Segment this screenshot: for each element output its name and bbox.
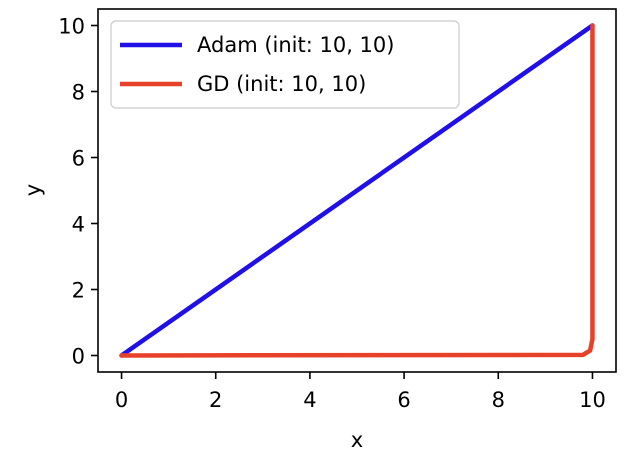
- x-tick-label: 4: [303, 388, 316, 412]
- series-lines: [119, 23, 595, 358]
- series-line-gd: [119, 23, 595, 358]
- series-line-adam: [119, 23, 595, 358]
- y-axis-ticks: 0 2 4 6 8 10: [58, 15, 98, 369]
- x-tick-label: 0: [115, 388, 128, 412]
- plot-area-frame: [97, 8, 617, 373]
- x-axis-ticks: 0 2 4 6 8 10: [115, 372, 606, 412]
- legend-label-adam: Adam (init: 10, 10): [197, 33, 394, 57]
- x-tick-label: 8: [492, 388, 505, 412]
- legend-box: [110, 20, 460, 109]
- y-tick-label: 10: [58, 15, 85, 39]
- y-tick-label: 6: [72, 147, 85, 171]
- x-tick-label: 6: [397, 388, 410, 412]
- y-tick-label: 2: [72, 279, 85, 303]
- x-tick-label: 2: [209, 388, 222, 412]
- y-tick-label: 0: [72, 345, 85, 369]
- x-tick-label: 10: [579, 388, 606, 412]
- y-tick-label: 8: [72, 81, 85, 105]
- x-axis-label: x: [351, 428, 363, 452]
- legend-label-gd: GD (init: 10, 10): [197, 72, 366, 96]
- legend: Adam (init: 10, 10) GD (init: 10, 10): [110, 20, 460, 109]
- y-tick-label: 4: [72, 213, 85, 237]
- y-axis-label: y: [21, 184, 45, 196]
